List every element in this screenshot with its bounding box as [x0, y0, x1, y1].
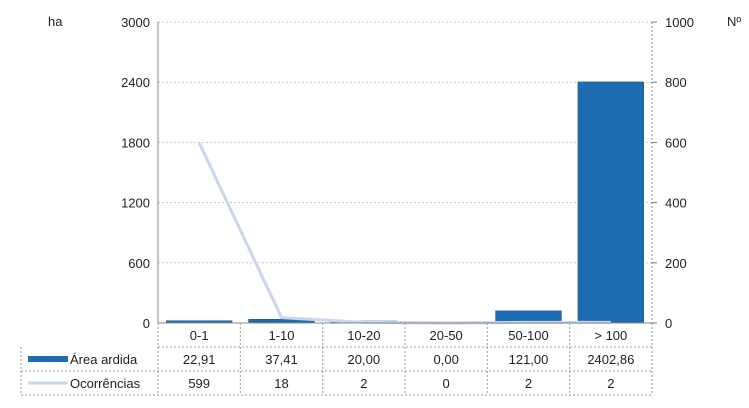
- data-value: 599: [188, 376, 210, 391]
- data-value: 2: [525, 376, 532, 391]
- axes: 3000 1000 2400 800 1800 600 1200 400 600 200 0 0: [121, 15, 694, 331]
- data-value: 2402,86: [587, 352, 634, 367]
- data-value: 0,00: [434, 352, 459, 367]
- right-tick-label: 600: [665, 135, 687, 150]
- category-label: 0-1: [190, 328, 209, 343]
- left-tick-label: 600: [128, 256, 150, 271]
- category-label: 10-20: [347, 328, 380, 343]
- right-axis-unit: Nº: [727, 14, 741, 29]
- right-tick-label: 1000: [665, 15, 694, 30]
- data-value: 37,41: [265, 352, 298, 367]
- left-axis-unit: ha: [48, 14, 63, 29]
- left-tick-label: 2400: [121, 75, 150, 90]
- line-ocorrencias: [197, 142, 611, 325]
- left-tick-label: 1800: [121, 135, 150, 150]
- category-label: 20-50: [430, 328, 463, 343]
- right-tick-label: 0: [665, 316, 672, 331]
- legend-swatch-bar: [28, 356, 68, 362]
- category-label: 1-10: [268, 328, 294, 343]
- bar-series: [165, 81, 645, 324]
- category-label: 50-100: [508, 328, 548, 343]
- data-value: 22,91: [183, 352, 216, 367]
- data-value: 0: [443, 376, 450, 391]
- left-tick-label: 0: [143, 316, 150, 331]
- legend-label: Ocorrências: [70, 376, 141, 391]
- data-value: 20,00: [348, 352, 381, 367]
- data-value: 18: [274, 376, 288, 391]
- right-tick-label: 400: [665, 196, 687, 211]
- data-value: 2: [360, 376, 367, 391]
- legend-label: Área ardida: [70, 352, 138, 367]
- data-value: 121,00: [509, 352, 549, 367]
- left-tick-label: 1200: [121, 196, 150, 211]
- category-label: > 100: [594, 328, 627, 343]
- bar-area-ardida: [577, 81, 645, 324]
- data-value: 2: [607, 376, 614, 391]
- right-tick-label: 800: [665, 75, 687, 90]
- right-tick-label: 200: [665, 256, 687, 271]
- line-series: [197, 142, 611, 325]
- data-table: 0-1 1-10 10-20 20-50 50-100 > 100 Área ardida 2…: [20, 323, 653, 396]
- left-tick-label: 3000: [121, 15, 150, 30]
